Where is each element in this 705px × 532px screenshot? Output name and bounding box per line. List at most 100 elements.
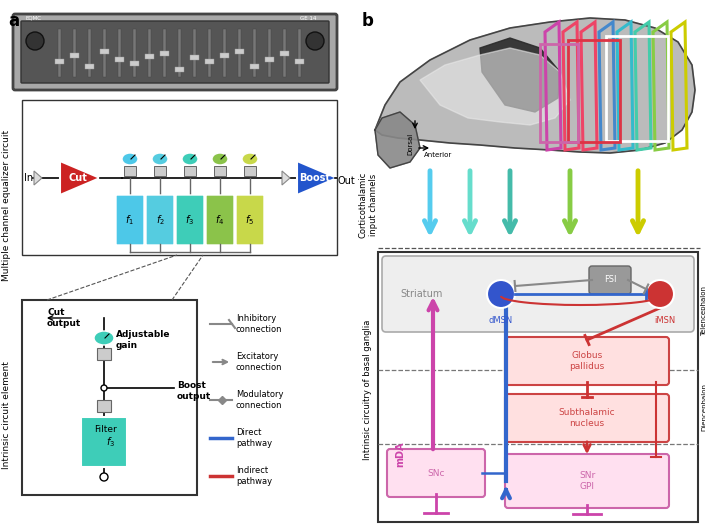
Text: Adjustable
gain: Adjustable gain [116, 330, 171, 350]
Bar [97, 400, 111, 412]
Bar [606, 36, 668, 141]
Bar [295, 59, 304, 64]
Bar [268, 29, 271, 77]
Text: Intrinsic circuitry of basal ganglia: Intrinsic circuitry of basal ganglia [364, 320, 372, 460]
FancyBboxPatch shape [146, 195, 174, 245]
Bar [97, 348, 111, 360]
Bar [175, 67, 184, 72]
Text: Subthalamic
nucleus: Subthalamic nucleus [558, 408, 615, 428]
Bar [58, 29, 61, 77]
Bar [22, 300, 197, 495]
Text: dMSN: dMSN [489, 316, 513, 325]
Bar [73, 29, 76, 77]
Text: Globus
pallidus: Globus pallidus [570, 351, 605, 371]
FancyBboxPatch shape [176, 195, 204, 245]
Text: SNr
GPI: SNr GPI [579, 471, 595, 491]
Polygon shape [34, 171, 42, 185]
Bar [118, 29, 121, 77]
Bar [85, 64, 94, 69]
Polygon shape [480, 38, 560, 112]
Ellipse shape [242, 153, 258, 165]
Text: Direct
pathway: Direct pathway [236, 428, 272, 448]
Text: In: In [24, 173, 33, 183]
FancyBboxPatch shape [236, 195, 264, 245]
Polygon shape [375, 18, 695, 153]
FancyBboxPatch shape [81, 417, 127, 467]
Bar [154, 166, 166, 176]
Bar [265, 57, 274, 62]
Bar [190, 55, 199, 60]
Bar [145, 54, 154, 59]
FancyBboxPatch shape [382, 256, 694, 332]
Bar [223, 29, 226, 77]
Text: Striatum: Striatum [400, 289, 442, 299]
Text: Filter: Filter [94, 426, 117, 435]
Text: Inhibitory
connection: Inhibitory connection [236, 314, 283, 334]
Bar [100, 49, 109, 54]
Text: Cut: Cut [68, 173, 87, 183]
Polygon shape [375, 112, 420, 168]
Bar [55, 59, 64, 64]
Text: a: a [8, 12, 19, 30]
Text: mDA: mDA [395, 442, 405, 467]
Ellipse shape [152, 153, 168, 165]
Bar [193, 29, 196, 77]
Circle shape [101, 385, 107, 391]
Text: Telencephalon: Telencephalon [701, 286, 705, 336]
Bar [148, 29, 151, 77]
FancyBboxPatch shape [387, 449, 485, 497]
Bar [163, 29, 166, 77]
FancyBboxPatch shape [21, 21, 329, 83]
Bar [88, 29, 91, 77]
Bar [208, 29, 211, 77]
Bar [115, 57, 124, 62]
Bar [103, 29, 106, 77]
Text: $f_5$: $f_5$ [245, 213, 255, 227]
FancyBboxPatch shape [505, 337, 669, 385]
Bar [214, 166, 226, 176]
Text: FSI: FSI [603, 276, 616, 285]
Bar [22, 100, 337, 255]
Circle shape [100, 473, 108, 481]
Text: Diencephalon: Diencephalon [701, 383, 705, 431]
FancyBboxPatch shape [116, 195, 144, 245]
FancyBboxPatch shape [206, 195, 234, 245]
Text: EQMC: EQMC [25, 16, 41, 21]
Bar [160, 51, 169, 56]
Circle shape [26, 32, 44, 50]
Text: GE 14: GE 14 [300, 16, 317, 21]
Text: $f_2$: $f_2$ [156, 213, 164, 227]
Bar [298, 29, 301, 77]
Text: Corticothalamic
input channels: Corticothalamic input channels [358, 172, 378, 238]
Bar [238, 29, 241, 77]
Ellipse shape [182, 153, 198, 165]
Bar [280, 51, 289, 56]
Ellipse shape [212, 153, 228, 165]
Polygon shape [282, 171, 290, 185]
Text: Modulatory
connection: Modulatory connection [236, 390, 283, 410]
Bar [540, 44, 578, 142]
Text: $f_3$: $f_3$ [185, 213, 195, 227]
Circle shape [646, 280, 674, 308]
Text: $f_1$: $f_1$ [125, 213, 135, 227]
FancyBboxPatch shape [589, 266, 631, 294]
Text: Boost
output: Boost output [177, 381, 212, 401]
Text: $f_4$: $f_4$ [215, 213, 225, 227]
Text: Anterior: Anterior [424, 152, 452, 158]
Bar [250, 64, 259, 69]
Polygon shape [60, 161, 100, 195]
Bar [283, 29, 286, 77]
Text: Multiple channel equalizer circuit: Multiple channel equalizer circuit [3, 129, 11, 280]
Polygon shape [297, 161, 337, 195]
Text: iMSN: iMSN [654, 316, 675, 325]
Text: Cut
output: Cut output [47, 309, 81, 328]
Bar [378, 252, 698, 522]
Bar [178, 29, 181, 77]
Bar [130, 61, 139, 66]
Bar [235, 49, 244, 54]
Bar [220, 53, 229, 58]
Text: Intrinsic circuit element: Intrinsic circuit element [3, 361, 11, 469]
Text: SNc: SNc [427, 469, 445, 478]
Bar [184, 166, 196, 176]
Text: Dorsal: Dorsal [407, 133, 413, 155]
